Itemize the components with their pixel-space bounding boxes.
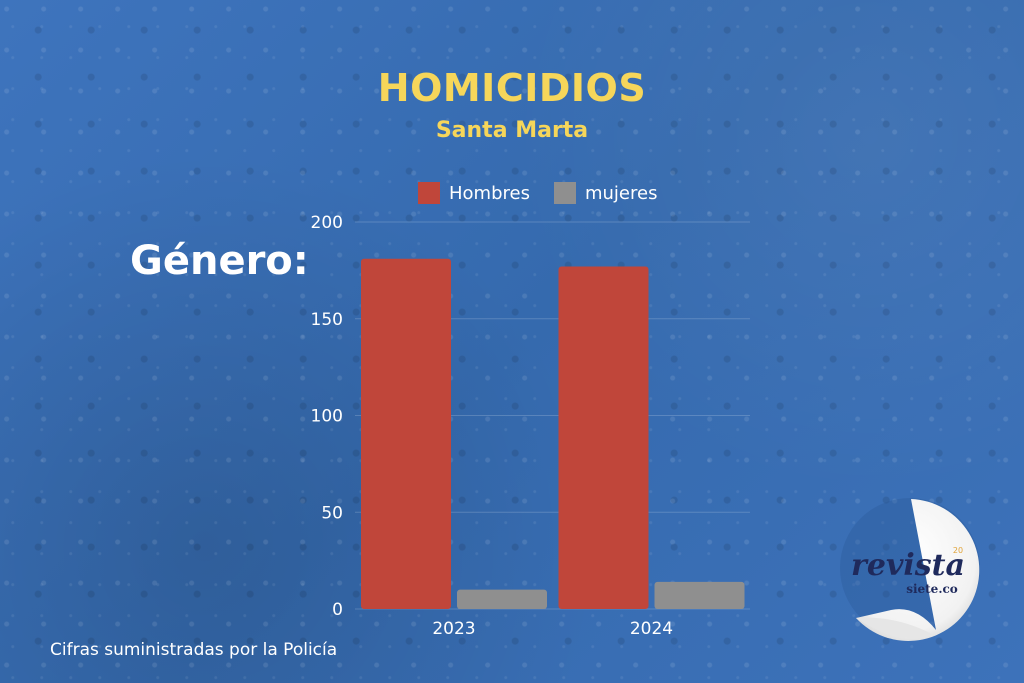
revista-siete-logo: revista 20 siete.co xyxy=(840,498,980,641)
svg-text:revista: revista xyxy=(851,548,965,583)
bar-hombres-2024 xyxy=(558,266,649,609)
gender-label: Género: xyxy=(130,238,309,284)
source-note: Cifras suministradas por la Policía xyxy=(50,640,338,660)
bar-mujeres-2023 xyxy=(457,589,547,609)
bar-mujeres-2024 xyxy=(654,581,745,609)
y-tick-label: 0 xyxy=(332,600,343,620)
legend: Hombres mujeres xyxy=(418,182,681,204)
legend-label-mujeres: mujeres xyxy=(584,182,658,204)
legend-swatch-hombres xyxy=(418,182,440,204)
x-tick-label: 2024 xyxy=(630,619,673,639)
y-tick-label: 50 xyxy=(321,503,343,523)
y-tick-label: 150 xyxy=(311,310,343,330)
y-tick-label: 100 xyxy=(311,407,343,427)
legend-item-hombres: Hombres xyxy=(418,182,530,204)
chart-title: HOMICIDIOS xyxy=(377,66,647,110)
legend-item-mujeres: mujeres xyxy=(553,182,658,204)
bar-hombres-2023 xyxy=(361,258,451,609)
x-tick-label: 2023 xyxy=(432,619,475,639)
y-tick-label: 200 xyxy=(311,213,343,233)
svg-text:siete.co: siete.co xyxy=(906,582,958,596)
legend-swatch-mujeres xyxy=(553,182,576,204)
legend-label-hombres: Hombres xyxy=(449,182,530,204)
svg-text:20: 20 xyxy=(953,546,963,555)
chart-subtitle: Santa Marta xyxy=(435,118,589,143)
